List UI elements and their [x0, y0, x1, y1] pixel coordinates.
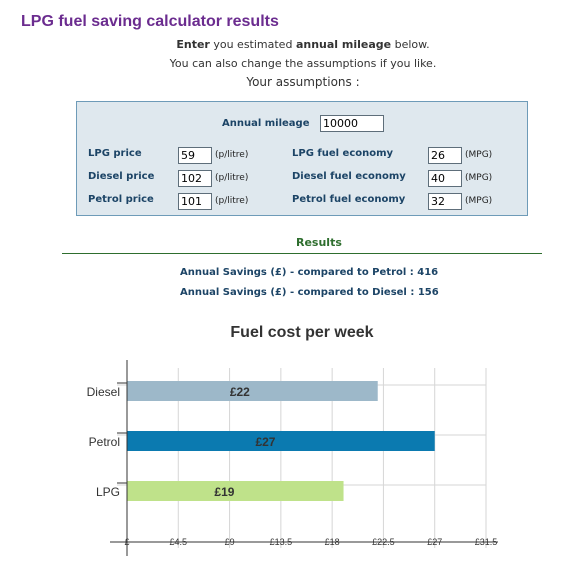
bar-label-petrol: £27	[255, 435, 275, 449]
diesel-price-label: Diesel price	[88, 171, 155, 182]
bar-diesel	[127, 381, 378, 401]
chart-title: Fuel cost per week	[230, 324, 373, 341]
petrol-price-input[interactable]	[178, 193, 212, 210]
diesel-price-unit: (p/litre)	[215, 173, 249, 183]
intro-instructions: Enter you estimated annual mileage below…	[0, 38, 566, 51]
lpg-price-input[interactable]	[178, 147, 212, 164]
annual-mileage-input[interactable]	[320, 115, 384, 132]
lpg-economy-input[interactable]	[428, 147, 462, 164]
bar-label-lpg: £19	[214, 485, 234, 499]
lpg-economy-unit: (MPG)	[465, 150, 493, 160]
x-tick-label-6: £27	[427, 537, 442, 547]
diesel-economy-unit: (MPG)	[465, 173, 493, 183]
lpg-economy-label: LPG fuel economy	[292, 148, 394, 159]
petrol-price-unit: (p/litre)	[215, 196, 249, 206]
x-tick-label-2: £9	[225, 537, 235, 547]
saving-vs-diesel: Annual Savings (£) - compared to Diesel …	[180, 287, 439, 298]
x-tick-label-4: £18	[325, 537, 340, 547]
x-tick-label-5: £22.5	[372, 537, 395, 547]
bar-label-diesel: £22	[230, 385, 250, 399]
x-tick-label-0: £	[124, 537, 129, 547]
lpg-price-label: LPG price	[88, 148, 142, 159]
results-heading: Results	[296, 236, 342, 249]
chart-ticks: £ £4.5 £9 £13.5 £18 £22.5 £27 £31.5	[124, 537, 497, 547]
intro-text: you estimated	[209, 38, 296, 51]
intro-change-note: You can also change the assumptions if y…	[169, 57, 437, 70]
x-tick-label-1: £4.5	[170, 537, 188, 547]
lpg-price-unit: (p/litre)	[215, 150, 249, 160]
diesel-economy-label: Diesel fuel economy	[292, 171, 406, 182]
chart-bars: £22 £27 £19	[127, 381, 435, 501]
petrol-economy-unit: (MPG)	[465, 196, 493, 206]
bar-lpg	[127, 481, 344, 501]
saving-vs-petrol: Annual Savings (£) - compared to Petrol …	[180, 267, 439, 278]
results-divider	[62, 253, 542, 254]
x-tick-label-7: £31.5	[475, 537, 498, 547]
diesel-price-input[interactable]	[178, 170, 212, 187]
assumptions-panel: Annual mileage LPG price (p/litre) Diese…	[76, 101, 528, 216]
x-tick-label-3: £13.5	[270, 537, 293, 547]
page-title: LPG fuel saving calculator results	[21, 13, 279, 30]
petrol-price-label: Petrol price	[88, 194, 154, 205]
bar-petrol	[127, 431, 435, 451]
intro-enter: Enter	[176, 38, 210, 51]
diesel-economy-input[interactable]	[428, 170, 462, 187]
category-label-diesel: Diesel	[87, 385, 120, 399]
fuel-cost-chart: Fuel cost per week £22 £27 £19 Diesel Petro…	[87, 324, 498, 556]
category-label-petrol: Petrol	[89, 435, 120, 449]
category-label-lpg: LPG	[96, 485, 120, 499]
petrol-economy-input[interactable]	[428, 193, 462, 210]
annual-mileage-label: Annual mileage	[222, 118, 310, 129]
petrol-economy-label: Petrol fuel economy	[292, 194, 406, 205]
assumptions-heading: Your assumptions :	[246, 75, 360, 89]
intro-text-end: below.	[391, 38, 430, 51]
chart-axes: Diesel Petrol LPG	[87, 360, 498, 556]
intro-mileage: annual mileage	[295, 38, 392, 51]
